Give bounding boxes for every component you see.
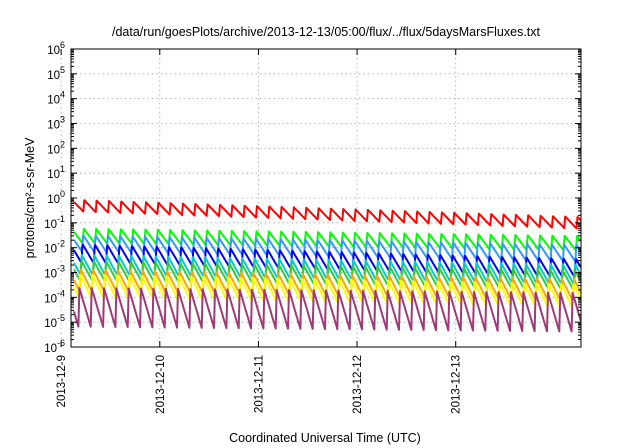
plot-area	[73, 199, 581, 333]
y-tick-label: 105	[47, 65, 65, 82]
flux-series-line	[73, 227, 581, 252]
y-tick-label: 10-5	[44, 313, 65, 330]
y-tick-label-exponent: -4	[57, 288, 65, 298]
y-tick-label: 103	[47, 115, 65, 132]
y-tick-label: 106	[47, 40, 65, 57]
y-tick-label-base: 10	[44, 269, 57, 281]
y-tick-label-base: 10	[44, 343, 57, 355]
y-tick-label: 10-3	[44, 264, 65, 281]
y-tick-label: 10-2	[44, 239, 65, 256]
x-tick-label: 2013-12-11	[253, 355, 265, 413]
y-tick-label-exponent: 1	[60, 164, 65, 174]
y-tick-label-exponent: -5	[57, 313, 65, 323]
chart-title: /data/run/goesPlots/archive/2013-12-13/0…	[112, 25, 541, 39]
flux-series-line	[73, 287, 581, 333]
y-tick-label-exponent: -1	[57, 214, 65, 224]
x-tick-label: 2013-12-10	[155, 355, 167, 414]
grid	[60, 49, 581, 347]
y-tick-label: 104	[47, 90, 65, 107]
y-axis-label: protons/cm²-s-sr-MeV	[23, 137, 37, 259]
y-tick-label-base: 10	[47, 169, 60, 181]
flux-series-line	[73, 259, 581, 291]
y-tick-label: 10-1	[44, 214, 65, 231]
y-tick-label-exponent: 3	[60, 115, 65, 125]
y-tick-label-exponent: 5	[60, 65, 65, 75]
x-tick-label: 2013-12-9	[56, 355, 68, 407]
flux-series-line	[73, 199, 581, 230]
x-tick-label: 2013-12-12	[352, 355, 364, 414]
axes: 10-610-510-410-310-210-11001011021031041…	[44, 40, 582, 414]
y-tick-label-base: 10	[44, 244, 57, 256]
y-tick-label-base: 10	[47, 120, 60, 132]
y-tick-label: 10-6	[44, 338, 65, 355]
y-tick-label-base: 10	[44, 318, 57, 330]
y-tick-label-base: 10	[44, 219, 57, 231]
y-tick-label-exponent: 0	[60, 189, 65, 199]
flux-series-line	[73, 268, 581, 302]
y-tick-label: 100	[47, 189, 65, 206]
flux-series-line	[73, 273, 581, 308]
y-tick-label-base: 10	[47, 95, 60, 107]
y-tick-label-exponent: -3	[57, 264, 65, 274]
flux-series-line	[73, 234, 581, 263]
y-tick-label-base: 10	[47, 70, 60, 82]
y-tick-label-base: 10	[44, 293, 57, 305]
x-axis-label: Coordinated Universal Time (UTC)	[229, 431, 421, 445]
y-tick-label-exponent: 6	[60, 40, 65, 50]
y-tick-label: 102	[47, 139, 65, 156]
y-tick-label-base: 10	[47, 194, 60, 206]
y-tick-label-exponent: -2	[57, 239, 65, 249]
y-tick-label: 10-4	[44, 288, 65, 305]
y-tick-label-exponent: 4	[60, 90, 65, 100]
y-tick-label-base: 10	[47, 45, 60, 57]
y-tick-label: 101	[47, 164, 65, 181]
y-tick-label-base: 10	[47, 144, 60, 156]
plot-frame	[70, 48, 582, 348]
x-tick-label: 2013-12-13	[451, 355, 463, 414]
y-tick-label-exponent: 2	[60, 139, 65, 149]
